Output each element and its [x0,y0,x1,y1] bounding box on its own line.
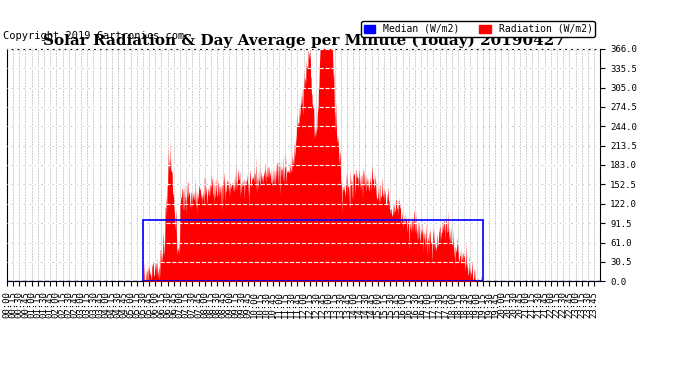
Title: Solar Radiation & Day Average per Minute (Today) 20190427: Solar Radiation & Day Average per Minute… [43,33,564,48]
Bar [143,220,483,281]
Text: Copyright 2019 Cartronics.com: Copyright 2019 Cartronics.com [3,32,185,41]
Legend: Median (W/m2), Radiation (W/m2): Median (W/m2), Radiation (W/m2) [361,21,595,37]
